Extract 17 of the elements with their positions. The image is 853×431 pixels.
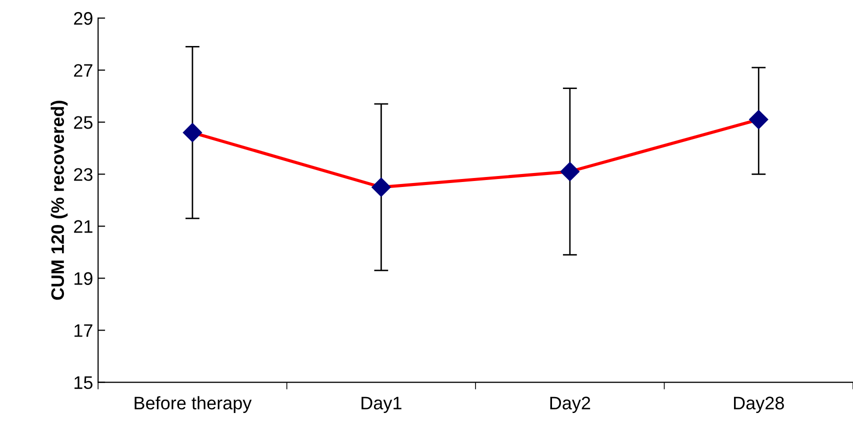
point [749, 110, 768, 130]
y-tick-label: 17 [74, 324, 92, 337]
y-tick-label: 27 [74, 64, 92, 77]
y-tick-label: 29 [74, 12, 92, 25]
y-tick-label: 25 [74, 116, 92, 129]
point [182, 123, 202, 142]
y-tick-label: 21 [74, 220, 92, 233]
point [372, 178, 391, 197]
x-tick-label: Before therapy [134, 396, 252, 414]
x-tick-label: Day28 [734, 396, 784, 414]
y-tick-label: 23 [74, 168, 92, 181]
x-tick-label: Day1 [362, 396, 402, 414]
y-axis-title: CUM 120 (% recovered) [50, 100, 68, 300]
y-tick-label: 19 [74, 272, 92, 285]
y-tick-label: 15 [74, 376, 92, 390]
x-tick-label: Day2 [550, 396, 590, 414]
point [560, 162, 580, 182]
